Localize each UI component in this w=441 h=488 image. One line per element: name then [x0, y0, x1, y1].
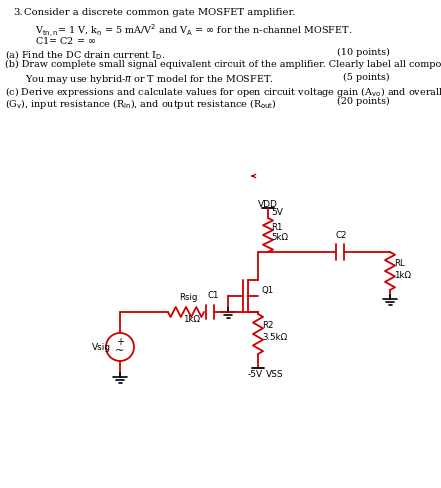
Text: VSS: VSS — [266, 370, 284, 379]
Text: ~: ~ — [116, 346, 125, 356]
Text: +: + — [116, 337, 124, 347]
Text: 1kΩ: 1kΩ — [394, 270, 411, 280]
Text: 5kΩ: 5kΩ — [271, 233, 288, 243]
Text: 3.: 3. — [13, 8, 22, 17]
Text: RL: RL — [394, 260, 405, 268]
Text: R1: R1 — [271, 224, 283, 232]
Text: (20 points): (20 points) — [337, 97, 390, 106]
Text: C1= C2 = $\infty$: C1= C2 = $\infty$ — [35, 35, 96, 46]
Text: C1: C1 — [207, 291, 218, 300]
Text: (5 points): (5 points) — [344, 73, 390, 82]
Text: V$_{\rm{tn,n}}$= 1 V, k$_{\rm{n}}$ = 5 mA/V$^2$ and V$_{\rm{A}}$ = $\infty$ for : V$_{\rm{tn,n}}$= 1 V, k$_{\rm{n}}$ = 5 m… — [35, 22, 352, 39]
Text: VDD: VDD — [258, 200, 278, 209]
Text: (10 points): (10 points) — [337, 48, 390, 57]
Text: (a) Find the DC drain current I$_{\rm{D}}$.: (a) Find the DC drain current I$_{\rm{D}… — [5, 48, 165, 61]
Text: Q1: Q1 — [262, 286, 274, 296]
Text: 3.5kΩ: 3.5kΩ — [262, 332, 287, 342]
Text: R2: R2 — [262, 322, 273, 330]
Text: 1kΩ: 1kΩ — [183, 315, 200, 324]
Text: (G$_{\rm{v}}$), input resistance (R$_{\rm{in}}$), and output resistance (R$_{\rm: (G$_{\rm{v}}$), input resistance (R$_{\r… — [5, 97, 277, 111]
Text: C2: C2 — [335, 231, 347, 240]
Text: -5V: -5V — [248, 370, 263, 379]
Text: 5V: 5V — [271, 208, 283, 217]
Text: (b) Draw complete small signal equivalent circuit of the amplifier. Clearly labe: (b) Draw complete small signal equivalen… — [5, 60, 441, 69]
Text: Consider a discrete common gate MOSFET amplifier.: Consider a discrete common gate MOSFET a… — [24, 8, 295, 17]
Text: You may use hybrid-$\pi$ or T model for the MOSFET.: You may use hybrid-$\pi$ or T model for … — [25, 73, 274, 86]
Text: Rsig: Rsig — [179, 293, 198, 302]
Text: Vsig: Vsig — [92, 343, 111, 351]
Text: (c) Derive expressions and calculate values for open circuit voltage gain (A$_{\: (c) Derive expressions and calculate val… — [5, 85, 441, 99]
